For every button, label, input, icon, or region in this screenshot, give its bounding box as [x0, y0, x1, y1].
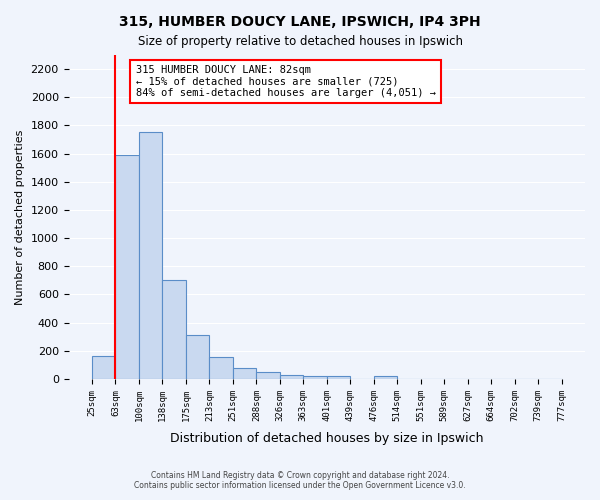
Text: Size of property relative to detached houses in Ipswich: Size of property relative to detached ho…: [137, 35, 463, 48]
Text: Contains HM Land Registry data © Crown copyright and database right 2024.
Contai: Contains HM Land Registry data © Crown c…: [134, 470, 466, 490]
Bar: [92, 356, 115, 379]
Bar: [139, 132, 163, 379]
X-axis label: Distribution of detached houses by size in Ipswich: Distribution of detached houses by size …: [170, 432, 484, 445]
Bar: [115, 155, 139, 379]
Bar: [233, 368, 256, 379]
Bar: [256, 372, 280, 379]
Bar: [186, 334, 209, 379]
Text: 315 HUMBER DOUCY LANE: 82sqm
← 15% of detached houses are smaller (725)
84% of s: 315 HUMBER DOUCY LANE: 82sqm ← 15% of de…: [136, 64, 436, 98]
Bar: [374, 376, 397, 379]
Text: 315, HUMBER DOUCY LANE, IPSWICH, IP4 3PH: 315, HUMBER DOUCY LANE, IPSWICH, IP4 3PH: [119, 15, 481, 29]
Bar: [280, 374, 303, 379]
Bar: [209, 357, 233, 379]
Bar: [163, 280, 186, 379]
Bar: [327, 376, 350, 379]
Bar: [303, 376, 327, 379]
Y-axis label: Number of detached properties: Number of detached properties: [15, 130, 25, 304]
